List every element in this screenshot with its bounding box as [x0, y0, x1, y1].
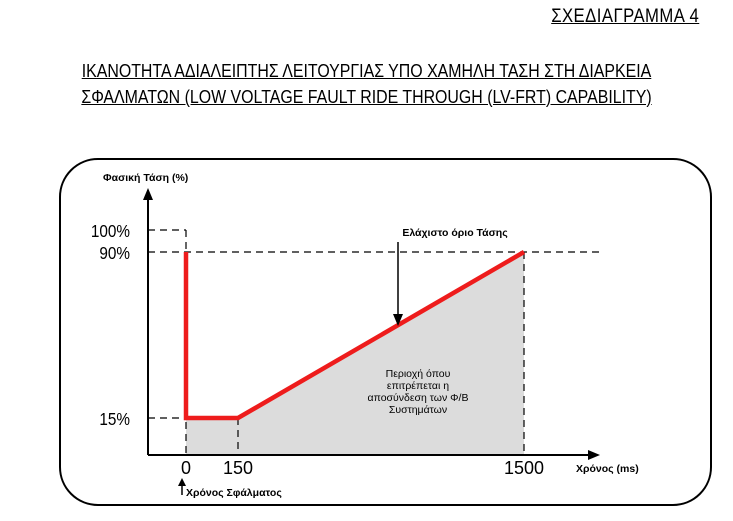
x-axis-arrow	[588, 450, 600, 460]
x-tick-label: 0	[181, 458, 191, 478]
min-voltage-curve	[183, 250, 526, 421]
y-axis-label: Φασική Τάση (%)	[103, 172, 188, 184]
diagram-number-label: ΣΧΕΔΙΑΓΡΑΜΜΑ 4	[550, 6, 699, 27]
y-tick-label: 100%	[91, 221, 130, 241]
y-tick-label: 15%	[99, 409, 130, 429]
region-label-line: Περιοχή όπου	[386, 368, 451, 380]
y-tick-label: 90%	[99, 243, 130, 263]
region-label-line: επιτρέπεται η	[387, 380, 449, 392]
region-label-line: αποσύνδεση των Φ/Β	[368, 392, 469, 404]
fault-time-label: Χρόνος Σφάλματος	[186, 487, 282, 499]
title-line-1: ΙΚΑΝΟΤΗΤΑ ΑΔΙΑΛΕΙΠΤΗΣ ΛΕΙΤΟΥΡΓΙΑΣ ΥΠΟ ΧΑ…	[81, 60, 652, 81]
x-axis-label: Χρόνος (ms)	[576, 463, 639, 475]
x-tick-label: 150	[223, 458, 253, 478]
region-label-line: Συστημάτων	[389, 404, 447, 416]
annotation-arrowhead	[393, 314, 403, 326]
page-title: ΙΚΑΝΟΤΗΤΑ ΑΔΙΑΛΕΙΠΤΗΣ ΛΕΙΤΟΥΡΓΙΑΣ ΥΠΟ ΧΑ…	[0, 58, 733, 110]
x-tick-label: 1500	[504, 458, 544, 478]
title-line-2: ΣΦΑΛΜΑΤΩΝ (LOW VOLTAGE FAULT RIDE THROUG…	[81, 86, 652, 107]
fault-marker-arrow	[178, 478, 186, 486]
y-axis-arrow	[143, 188, 153, 200]
chart-frame	[59, 158, 712, 506]
series-annotation: Ελάχιστο όριο Τάσης	[402, 227, 508, 239]
